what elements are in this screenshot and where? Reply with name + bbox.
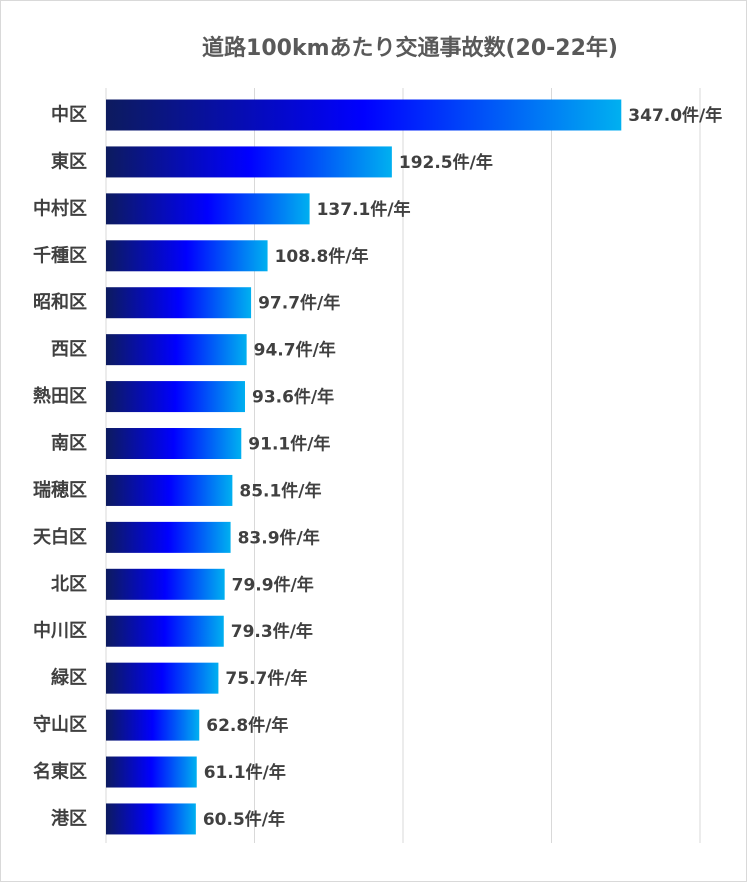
chart-title: 道路100kmあたり交通事故数(20-22年)	[202, 36, 618, 61]
bar	[106, 521, 231, 553]
category-label: 東区	[51, 150, 87, 172]
data-label: 85.1件/年	[239, 480, 321, 501]
category-label: 昭和区	[33, 292, 87, 313]
bar	[106, 287, 252, 319]
bar	[106, 756, 197, 788]
bar	[106, 474, 233, 506]
category-label: 南区	[51, 432, 87, 454]
data-label: 192.5件/年	[399, 152, 493, 173]
data-label: 137.1件/年	[317, 199, 411, 220]
bar	[106, 146, 392, 178]
category-label: 千種区	[33, 244, 87, 266]
bar	[106, 334, 247, 366]
data-label: 91.1件/年	[248, 434, 330, 455]
category-label: 中村区	[33, 197, 87, 219]
category-label: 熱田区	[33, 385, 87, 407]
data-label: 61.1件/年	[204, 762, 286, 783]
data-label: 108.8件/年	[275, 246, 369, 267]
bar	[106, 615, 224, 647]
data-label: 83.9件/年	[238, 527, 320, 548]
category-label: 緑区	[51, 667, 87, 689]
category-label: 守山区	[33, 714, 87, 736]
category-label: 名東区	[33, 761, 87, 783]
category-label: 中区	[51, 104, 87, 126]
category-label: 北区	[51, 574, 87, 595]
data-label: 79.3件/年	[231, 621, 313, 642]
data-label: 62.8件/年	[206, 715, 288, 736]
category-label: 港区	[51, 808, 87, 829]
value-labels: 347.0件/年 192.5件/年 137.1件/年 108.8件/年 97.7件/年 9…	[203, 105, 722, 830]
category-label: 天白区	[33, 526, 87, 548]
bar-layer	[106, 99, 622, 835]
bar	[106, 381, 245, 413]
bar	[106, 193, 310, 225]
category-label: 西区	[51, 339, 87, 360]
bar	[106, 662, 219, 694]
category-labels: 中区東区中村区千種区昭和区西区熱田区南区瑞穂区天白区北区中川区緑区守山区名東区港…	[33, 104, 87, 830]
category-label: 中川区	[33, 620, 87, 642]
category-label: 瑞穂区	[33, 479, 87, 501]
bar	[106, 240, 268, 272]
data-label: 75.7件/年	[225, 668, 307, 689]
bar	[106, 709, 200, 741]
data-label: 347.0件/年	[628, 105, 722, 126]
data-label: 79.9件/年	[232, 574, 314, 595]
data-label: 60.5件/年	[203, 809, 285, 830]
data-label: 93.6件/年	[252, 387, 334, 408]
bar	[106, 99, 622, 131]
data-label: 97.7件/年	[258, 293, 340, 314]
bar	[106, 428, 242, 460]
bar	[106, 568, 225, 600]
bar	[106, 803, 196, 835]
data-label: 94.7件/年	[254, 340, 336, 361]
